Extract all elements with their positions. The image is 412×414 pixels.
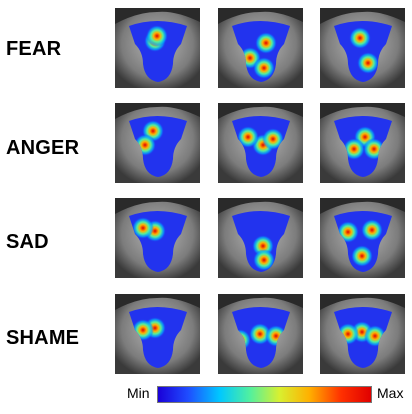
colorbar xyxy=(157,386,372,403)
face-heatmap-anger-1 xyxy=(115,103,200,183)
face-heatmap-shame-1 xyxy=(115,294,200,374)
row-label-sad: SAD xyxy=(6,231,49,253)
face-heatmap-shame-3 xyxy=(320,294,405,374)
face-heatmap-fear-2 xyxy=(218,8,303,88)
face-heatmap-sad-1 xyxy=(115,198,200,278)
face-heatmap-anger-3 xyxy=(320,103,405,183)
face-heatmap-fear-1 xyxy=(115,8,200,88)
face-heatmap-sad-2 xyxy=(218,198,303,278)
legend-max-label: Max xyxy=(377,385,404,401)
legend-min-label: Min xyxy=(127,385,150,401)
row-label-anger: ANGER xyxy=(6,137,80,159)
face-heatmap-grid xyxy=(115,8,405,374)
face-heatmap-sad-3 xyxy=(320,198,405,278)
row-label-shame: SHAME xyxy=(6,327,80,349)
face-heatmap-shame-2 xyxy=(218,294,303,374)
row-label-fear: FEAR xyxy=(6,38,62,60)
face-heatmap-anger-2 xyxy=(218,103,303,183)
face-heatmap-fear-3 xyxy=(320,8,405,88)
